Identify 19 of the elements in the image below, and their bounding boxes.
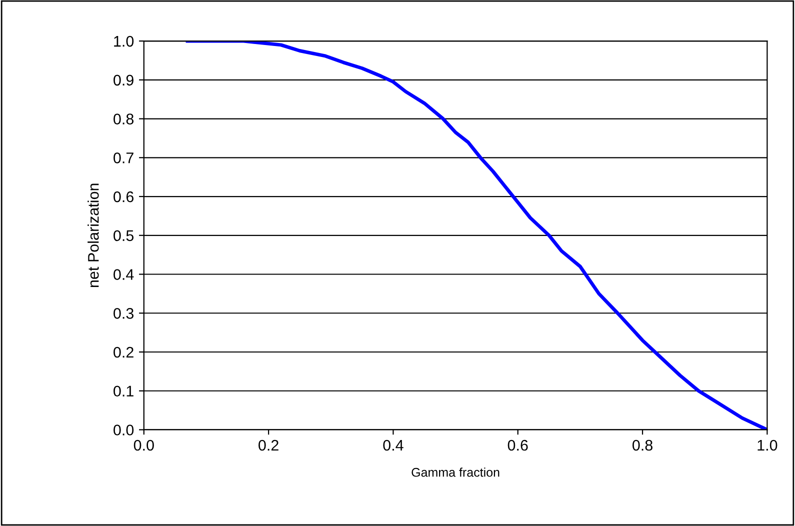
x-tick-label: 0.2: [258, 440, 278, 451]
x-tick-label: 0.0: [134, 440, 154, 451]
y-axis-title: net Polarization: [88, 184, 99, 288]
x-axis-title: Gamma fraction: [412, 468, 500, 477]
x-tick-label: 0.4: [383, 440, 404, 451]
x-tick-label: 0.6: [508, 440, 528, 451]
x-tick-label: 0.8: [632, 440, 652, 451]
y-tick-label: 0.5: [114, 230, 134, 242]
y-tick-label: 0.9: [114, 74, 134, 86]
y-tick-label: 0.4: [114, 269, 134, 280]
y-tick-label: 0.1: [114, 386, 134, 397]
y-tick-label: 0.0: [114, 424, 134, 436]
y-tick-label: 0.8: [114, 114, 134, 124]
y-tick-label: 0.7: [114, 152, 134, 164]
y-tick-label: 0.6: [114, 191, 134, 202]
y-tick-label: 1.0: [114, 36, 134, 47]
x-tick-label: 1.0: [758, 440, 778, 451]
y-tick-label: 0.3: [114, 308, 134, 319]
y-tick-label: 0.2: [114, 346, 134, 358]
